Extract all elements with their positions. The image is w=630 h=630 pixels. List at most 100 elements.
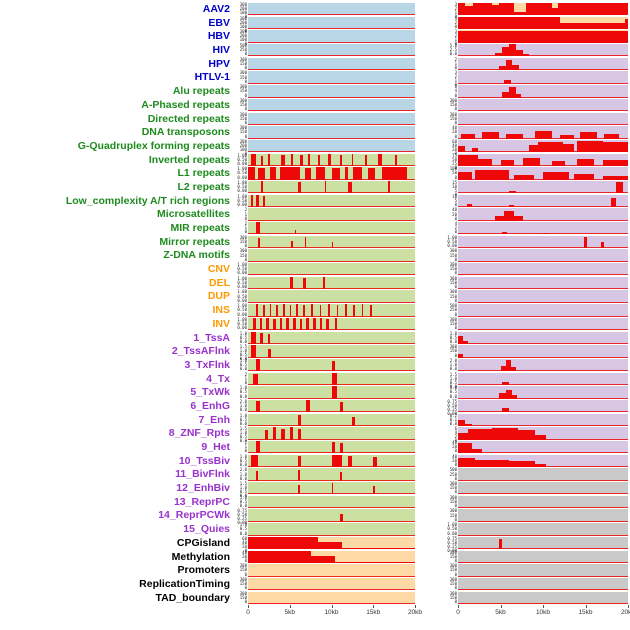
y-tick-label: 40: [242, 539, 247, 545]
panel-gap: [415, 400, 446, 414]
y-tick-label: 300: [449, 111, 457, 117]
signal-bar: [258, 167, 265, 180]
panel-gap: [415, 3, 446, 17]
signal-bar: [311, 556, 335, 563]
track-panel-right: [458, 167, 628, 180]
y-tick-label: 5.0: [449, 43, 457, 49]
y-tick-label: 2.0: [239, 467, 247, 473]
y-tick-label: 1.0: [449, 385, 457, 391]
y-tick-label: 0.50: [237, 170, 247, 176]
y-axis-left-panel: 300 150 0: [236, 591, 248, 604]
panel-gap: [415, 208, 446, 222]
y-tick-label: 0.75: [447, 398, 457, 404]
y-tick-label: 0: [454, 82, 457, 88]
y-axis-left-panel: 300 150 0: [236, 577, 248, 590]
y-tick-label: 150: [239, 252, 247, 258]
signal-bar: [326, 319, 329, 331]
track-panel-right: [458, 30, 628, 43]
signal-bar: [298, 484, 300, 495]
signal-bar: [529, 144, 538, 153]
signal-bar: [256, 304, 258, 317]
y-tick-label: 200: [239, 6, 247, 11]
panel-gap: [415, 441, 446, 455]
signal-bar: [253, 317, 256, 331]
panel-gap: [415, 345, 446, 359]
track-panel-left: [248, 317, 415, 331]
y-tick-label: 0: [454, 352, 457, 358]
y-tick-label: 0: [244, 65, 247, 71]
x-tick-mark: [500, 605, 502, 609]
y-tick-label: 0.5: [449, 379, 457, 385]
track-label: 6_EnhG: [190, 399, 230, 412]
signal-bar: [378, 153, 382, 166]
track-panel-right: [458, 290, 628, 303]
signal-baseline: [248, 260, 415, 262]
y-tick-label: 1.5: [239, 426, 247, 432]
signal-bar: [369, 304, 372, 317]
y-tick-label: 0.5: [239, 498, 247, 504]
track-label: INS: [212, 304, 230, 317]
signal-baseline: [248, 575, 415, 577]
track-row: HPV 300 150 0 2 1 0: [0, 57, 630, 72]
signal-bar: [348, 455, 352, 468]
y-tick-label: 1.0: [239, 412, 247, 418]
track-row: 3_TxFlnk 1.0 0.5 0.0 2.0 1.0 0.0: [0, 358, 630, 373]
panel-gap: [415, 414, 446, 428]
signal-bar: [264, 429, 269, 440]
signal-baseline: [458, 219, 628, 221]
signal-bar: [502, 382, 509, 385]
track-panel-right: [458, 399, 628, 413]
y-axis-left-panel: 1.5 1.0 0.5 0.0: [236, 482, 248, 498]
track-panel-right: [458, 536, 628, 550]
y-tick-label: 0: [454, 164, 457, 170]
track-label: 14_ReprPCWk: [158, 509, 230, 522]
x-tick-label: 10kb: [535, 609, 551, 617]
y-tick-label: 300: [449, 289, 457, 295]
y-tick-label: 150: [449, 321, 457, 326]
signal-baseline: [248, 466, 415, 468]
signal-baseline: [458, 301, 628, 303]
signal-baseline: [248, 602, 415, 604]
panel-gap: [415, 44, 446, 58]
y-axis-right-panel: 1.0 0.5 0.0: [446, 331, 458, 344]
track-panel-right: [458, 591, 628, 604]
track-label: MIR repeats: [170, 222, 230, 234]
panel-gap: [415, 113, 446, 127]
y-tick-label: 150: [449, 553, 457, 559]
y-tick-label: 20: [242, 553, 247, 559]
track-panel-left: [248, 358, 415, 372]
y-axis-right-panel: 300 150 0: [446, 345, 458, 357]
signal-bar: [296, 304, 299, 317]
signal-bar: [268, 333, 270, 344]
y-tick-label: 0: [454, 284, 457, 290]
y-tick-label: 5: [454, 187, 457, 193]
y-axis-left-panel: 1.5 1.0 0.5 0.0: [236, 426, 248, 443]
y-tick-label: 2: [454, 6, 457, 11]
x-axis: 0 5kb 10kb 15kb 20kb 0 5kb 10kb 15kb 20kb: [0, 605, 630, 625]
panel-gap: [415, 496, 446, 510]
y-tick-label: 150: [239, 102, 247, 107]
y-tick-label: 40: [452, 453, 457, 459]
y-tick-label: 0.0: [239, 421, 247, 426]
signal-baseline: [458, 356, 628, 358]
track-panel-left: [248, 591, 415, 604]
y-tick-label: 1.0: [239, 522, 247, 528]
panel-gap: [415, 167, 446, 181]
track-panel-right: [458, 372, 628, 385]
y-tick-label: 1: [244, 444, 247, 450]
track-row: 4_Tx 2 1 0 1.5 1.0 0.5 0.0: [0, 372, 630, 388]
signal-baseline: [248, 192, 415, 194]
signal-baseline: [248, 247, 415, 249]
signal-bar: [269, 167, 277, 180]
signal-bar: [505, 133, 523, 139]
y-tick-label: 0: [244, 547, 247, 553]
signal-baseline: [458, 315, 628, 317]
signal-baseline: [458, 192, 628, 194]
signal-bar: [458, 30, 628, 43]
y-tick-label: 500: [449, 303, 457, 309]
signal-bar: [331, 372, 337, 385]
track-panel-right: [458, 386, 628, 399]
signal-bar: [498, 393, 506, 399]
panel-gap: [415, 523, 446, 537]
